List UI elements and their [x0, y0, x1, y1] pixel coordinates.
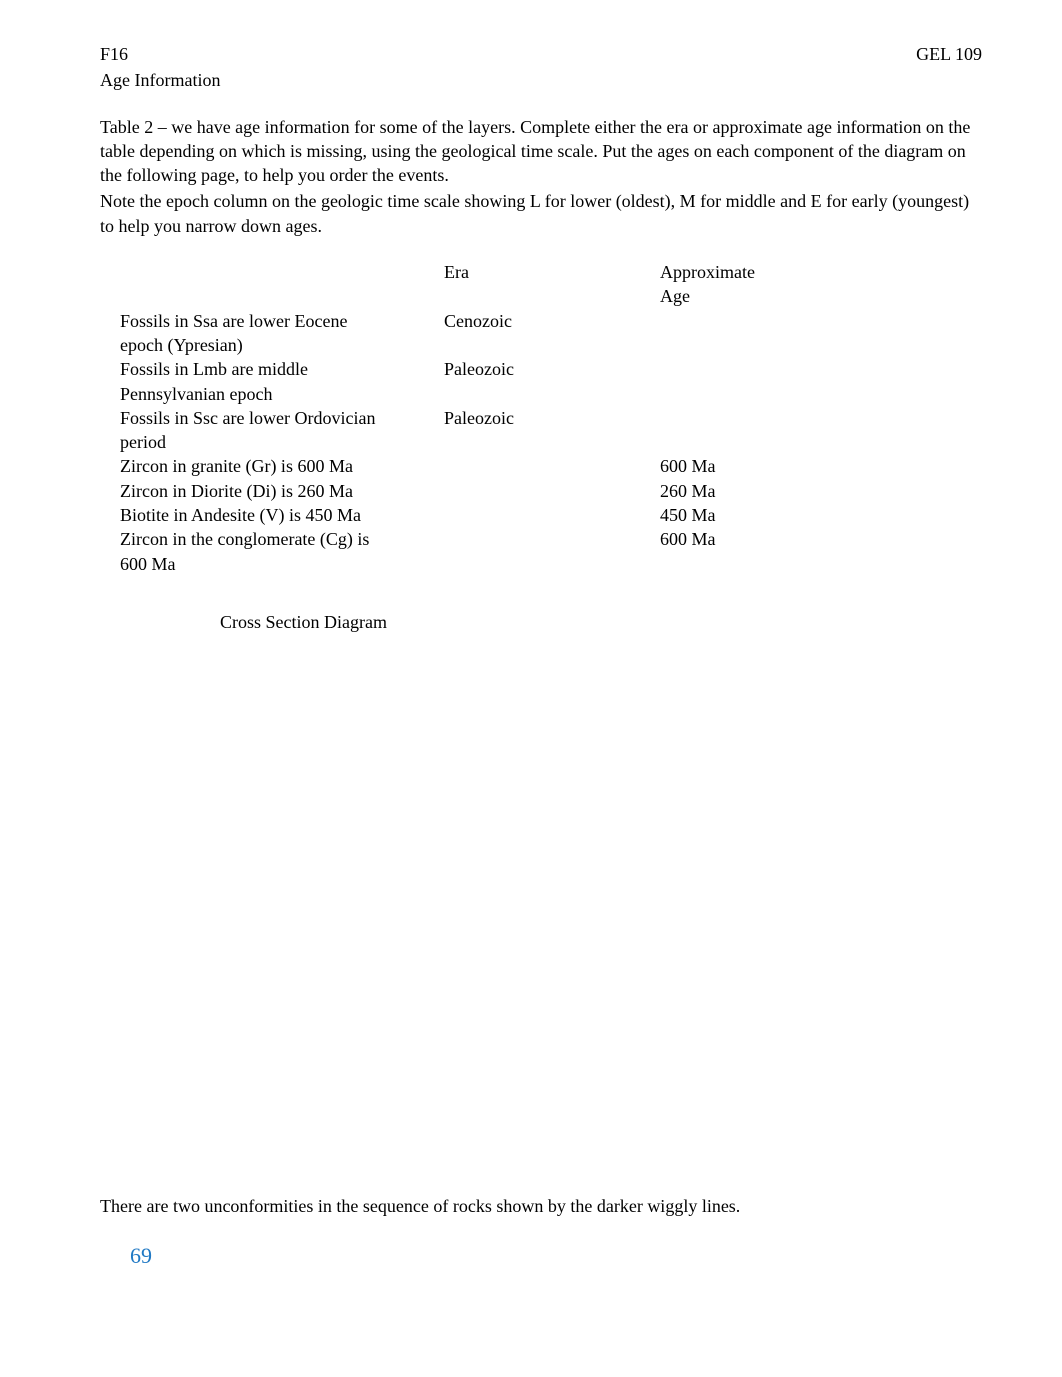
- cell-age: [660, 406, 820, 455]
- header-sub: Age Information: [100, 68, 982, 92]
- table-row: Zircon in Diorite (Di) is 260 Ma 260 Ma: [120, 479, 820, 503]
- cell-line: epoch (Ypresian): [120, 333, 444, 357]
- cell-desc: Fossils in Ssa are lower Eocene epoch (Y…: [120, 309, 444, 358]
- cell-age: 450 Ma: [660, 503, 820, 527]
- th-age-line1: Approximate: [660, 260, 820, 284]
- cell-line: period: [120, 430, 444, 454]
- cell-line: 600 Ma: [120, 552, 444, 576]
- cell-era: [444, 454, 660, 478]
- table-row: Zircon in granite (Gr) is 600 Ma 600 Ma: [120, 454, 820, 478]
- paragraph-1: Table 2 – we have age information for so…: [100, 115, 982, 188]
- cell-line: Zircon in Diorite (Di) is 260 Ma: [120, 479, 444, 503]
- cell-age: 600 Ma: [660, 454, 820, 478]
- cell-era: [444, 527, 660, 576]
- cell-age: 260 Ma: [660, 479, 820, 503]
- page-number: 69: [130, 1241, 982, 1271]
- paragraph-2: Note the epoch column on the geologic ti…: [100, 189, 982, 238]
- cell-line: Zircon in the conglomerate (Cg) is: [120, 527, 444, 551]
- cell-desc: Biotite in Andesite (V) is 450 Ma: [120, 503, 444, 527]
- table-row: Fossils in Ssc are lower Ordovician peri…: [120, 406, 820, 455]
- cell-line: Fossils in Lmb are middle: [120, 357, 444, 381]
- th-age-line2: Age: [660, 284, 820, 308]
- cell-era: Paleozoic: [444, 406, 660, 455]
- cell-line: Fossils in Ssa are lower Eocene: [120, 309, 444, 333]
- cell-line: Biotite in Andesite (V) is 450 Ma: [120, 503, 444, 527]
- cell-desc: Zircon in granite (Gr) is 600 Ma: [120, 454, 444, 478]
- cell-era: Cenozoic: [444, 309, 660, 358]
- cell-age: 600 Ma: [660, 527, 820, 576]
- th-era: Era: [444, 260, 660, 309]
- cell-line: Zircon in granite (Gr) is 600 Ma: [120, 454, 444, 478]
- age-table: Era Approximate Age Fossils in Ssa are l…: [120, 260, 820, 576]
- header-right: GEL 109: [916, 42, 982, 66]
- th-age: Approximate Age: [660, 260, 820, 309]
- header-left: F16: [100, 42, 128, 66]
- cell-era: Paleozoic: [444, 357, 660, 406]
- cell-desc: Zircon in the conglomerate (Cg) is 600 M…: [120, 527, 444, 576]
- cell-age: [660, 357, 820, 406]
- table-row: Zircon in the conglomerate (Cg) is 600 M…: [120, 527, 820, 576]
- cell-era: [444, 479, 660, 503]
- cell-era: [444, 503, 660, 527]
- bottom-paragraph: There are two unconformities in the sequ…: [100, 1194, 982, 1218]
- cross-section-label: Cross Section Diagram: [220, 610, 982, 634]
- cell-age: [660, 309, 820, 358]
- table-header-row: Era Approximate Age: [120, 260, 820, 309]
- cell-desc: Fossils in Ssc are lower Ordovician peri…: [120, 406, 444, 455]
- table-row: Biotite in Andesite (V) is 450 Ma 450 Ma: [120, 503, 820, 527]
- cell-line: Fossils in Ssc are lower Ordovician: [120, 406, 444, 430]
- table-row: Fossils in Ssa are lower Eocene epoch (Y…: [120, 309, 820, 358]
- cell-desc: Fossils in Lmb are middle Pennsylvanian …: [120, 357, 444, 406]
- cell-desc: Zircon in Diorite (Di) is 260 Ma: [120, 479, 444, 503]
- table-row: Fossils in Lmb are middle Pennsylvanian …: [120, 357, 820, 406]
- cell-line: Pennsylvanian epoch: [120, 382, 444, 406]
- th-blank: [120, 260, 444, 309]
